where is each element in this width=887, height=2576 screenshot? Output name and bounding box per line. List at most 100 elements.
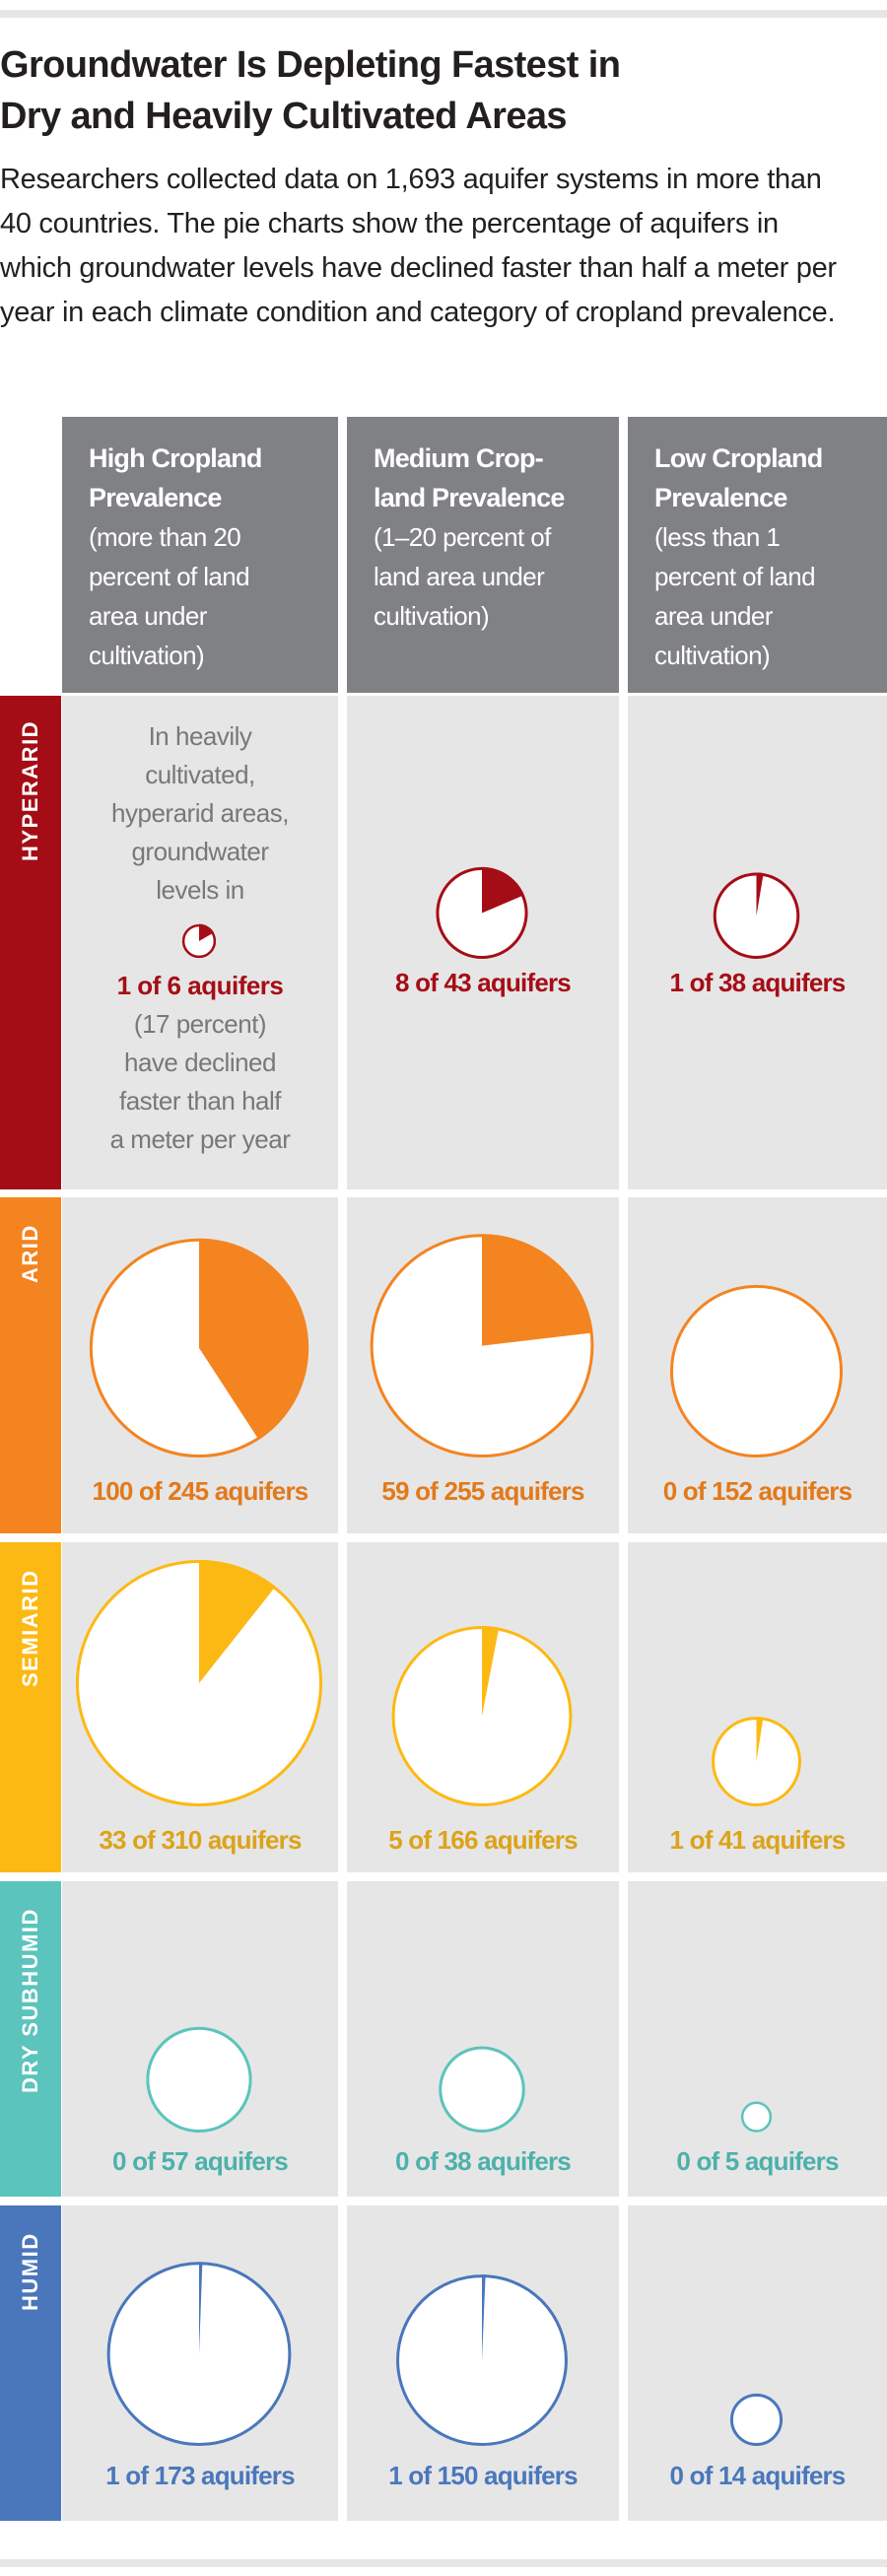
pie-slice-declined [199, 923, 215, 941]
pie-slice-declined [199, 2262, 203, 2354]
annotation-line: (17 percent) [133, 1009, 267, 1039]
pie-slice-declined [199, 1559, 276, 1683]
annotation-line: have declined [124, 1048, 276, 1077]
pie-chart [729, 2393, 784, 2447]
bottom-rule [0, 2559, 887, 2567]
pie-chart [146, 2026, 252, 2134]
header-bold-line: land Prevalence [374, 483, 565, 512]
cell-hyperarid-high: In heavily cultivated, hyperarid areas, gro… [62, 696, 338, 1189]
pie-slice-declined [482, 1234, 593, 1346]
pie-outline [669, 1284, 844, 1457]
pie-slice-declined [756, 1717, 764, 1762]
cell-humid-medium: 1 of 150 aquifers [347, 2205, 619, 2521]
header-sub-line: area under [654, 601, 773, 631]
row-label-text: SEMIARID [18, 1569, 42, 1687]
header-sub-line: land area under [374, 562, 545, 591]
pie-count-label: 1 of 150 aquifers [388, 2461, 578, 2490]
column-header-high: High Cropland Prevalence (more than 20 p… [62, 417, 338, 693]
pie-chart [370, 1234, 594, 1457]
row-label-text: DRY SUBHUMID [18, 1908, 42, 2093]
cell-humid-low: 0 of 14 aquifers [628, 2205, 887, 2521]
header-sub-line: cultivation) [654, 641, 771, 670]
header-sub-line: (more than 20 [89, 522, 241, 552]
pie-slice-declined [482, 2274, 486, 2361]
pie-chart [436, 866, 528, 959]
annotation-line: hyperarid areas, [111, 798, 289, 828]
header-bold-line: Prevalence [89, 483, 222, 512]
annotation-highlight: 1 of 6 aquifers [116, 971, 284, 1000]
row-label-arid: ARID [0, 1197, 61, 1533]
pie-count-label: 59 of 255 aquifers [381, 1476, 584, 1506]
pie-count-label: 33 of 310 aquifers [99, 1825, 302, 1855]
header-sub-line: (1–20 percent of [374, 522, 551, 552]
cell-dry-subhumid-high: 0 of 57 aquifers [62, 1881, 338, 2197]
cell-humid-high: 1 of 173 aquifers [62, 2205, 338, 2521]
pie-chart [106, 2262, 292, 2446]
cell-arid-high: 100 of 245 aquifers [62, 1197, 338, 1533]
cell-hyperarid-low: 1 of 38 aquifers [628, 696, 887, 1189]
cell-arid-medium: 59 of 255 aquifers [347, 1197, 619, 1533]
row-label-semiarid: SEMIARID [0, 1542, 61, 1872]
chart-title: Groundwater Is Depleting Fastest in Dry … [0, 39, 887, 142]
cell-dry-subhumid-low: 0 of 5 aquifers [628, 1881, 887, 2197]
pie-outline [146, 2026, 252, 2134]
annotation-line: a meter per year [109, 1124, 291, 1154]
row-label-text: HYPERARID [18, 719, 42, 861]
cell-semiarid-high: 33 of 310 aquifers [62, 1542, 338, 1872]
header-bold-line: Prevalence [654, 483, 787, 512]
header-sub-line: (less than 1 [654, 522, 781, 552]
pie-count-label: 0 of 5 aquifers [676, 2146, 839, 2176]
pie-slice-declined [482, 866, 524, 914]
pie-outline [740, 2101, 773, 2133]
pie-count-label: 0 of 38 aquifers [395, 2146, 572, 2176]
annotation-line: cultivated, [145, 760, 255, 789]
pie-chart [396, 2274, 568, 2447]
header-sub-line: percent of land [89, 562, 250, 591]
pie-slice-declined [482, 1626, 500, 1717]
pie-chart [712, 1717, 801, 1806]
cell-semiarid-medium: 5 of 166 aquifers [347, 1542, 619, 1872]
pie-count-label: 1 of 173 aquifers [105, 2461, 295, 2490]
header-sub-line: cultivation) [89, 641, 205, 670]
row-label-text: ARID [18, 1224, 42, 1283]
pie-chart [89, 1238, 309, 1457]
row-label-text: HUMID [18, 2232, 42, 2311]
pie-chart [439, 2046, 525, 2134]
row-label-hyperarid: HYPERARID [0, 696, 61, 1189]
top-rule [0, 10, 887, 18]
pie-slice-declined [756, 872, 764, 916]
pie-chart [740, 2101, 773, 2133]
intro-text: Researchers collected data on 1,693 aqui… [0, 164, 837, 328]
annotation-line: faster than half [119, 1086, 282, 1116]
annotation-line: levels in [156, 875, 244, 905]
header-sub-line: area under [89, 601, 207, 631]
cell-arid-low: 0 of 152 aquifers [628, 1197, 887, 1533]
title-line-1: Groundwater Is Depleting Fastest in [0, 44, 621, 86]
cell-dry-subhumid-medium: 0 of 38 aquifers [347, 1881, 619, 2197]
header-sub-line: cultivation) [374, 601, 490, 631]
row-label-humid: HUMID [0, 2205, 61, 2521]
cell-semiarid-low: 1 of 41 aquifers [628, 1542, 887, 1872]
pie-outline [439, 2046, 525, 2134]
pie-count-label: 100 of 245 aquifers [92, 1476, 309, 1506]
pie-outline [729, 2393, 784, 2447]
pie-count-label: 0 of 152 aquifers [662, 1476, 853, 1506]
annotation-line: groundwater [131, 837, 269, 866]
title-line-2: Dry and Heavily Cultivated Areas [0, 96, 568, 137]
pie-chart [75, 1559, 323, 1807]
column-header-low: Low Cropland Prevalence (less than 1 per… [628, 417, 887, 693]
pie-slice-declined [199, 1238, 309, 1441]
pie-chart [713, 872, 800, 960]
pie-count-label: 0 of 14 aquifers [669, 2461, 847, 2490]
pie-chart [669, 1284, 844, 1457]
cell-hyperarid-medium: 8 of 43 aquifers [347, 696, 619, 1189]
header-bold-line: Low Cropland [654, 443, 823, 473]
pie-count-label: 0 of 57 aquifers [112, 2146, 289, 2176]
pie-count-label: 1 of 38 aquifers [669, 968, 847, 997]
column-header-medium: Medium Crop- land Prevalence (1–20 perce… [347, 417, 619, 693]
row-label-dry-subhumid: DRY SUBHUMID [0, 1881, 61, 2197]
pie-count-label: 5 of 166 aquifers [388, 1825, 578, 1855]
header-sub-line: percent of land [654, 562, 816, 591]
header-bold-line: High Cropland [89, 443, 262, 473]
pie-chart [391, 1626, 573, 1807]
